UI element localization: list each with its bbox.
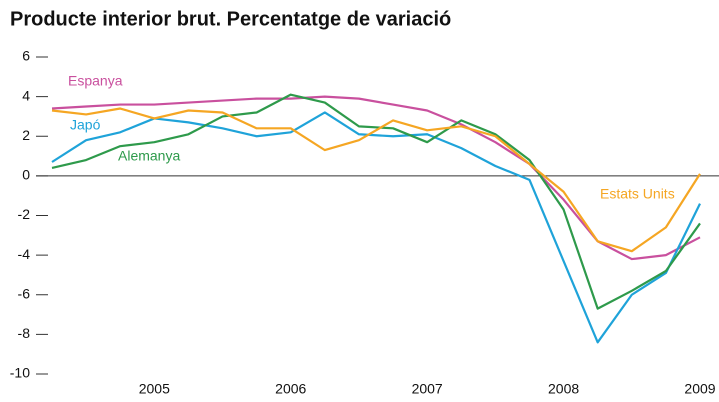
x-tick-label: 2006 bbox=[275, 381, 306, 397]
y-tick-label: 4 bbox=[22, 87, 30, 103]
y-tick-label: -2 bbox=[18, 206, 31, 222]
series-line bbox=[51, 107, 701, 253]
series-label: Espanya bbox=[68, 73, 123, 89]
y-tick-label: 0 bbox=[22, 167, 30, 183]
y-tick-label: -8 bbox=[18, 325, 31, 341]
series-label: Japó bbox=[70, 117, 101, 133]
series-label: Estats Units bbox=[600, 186, 675, 202]
series-line bbox=[51, 111, 701, 344]
y-tick-label: 2 bbox=[22, 127, 30, 143]
series-label: Alemanya bbox=[118, 148, 180, 164]
y-tick-label: -4 bbox=[18, 246, 31, 262]
x-tick-label: 2007 bbox=[412, 381, 443, 397]
x-tick-label: 2005 bbox=[139, 381, 170, 397]
chart-title: Producte interior brut. Percentatge de v… bbox=[10, 8, 451, 30]
series-line bbox=[51, 93, 701, 310]
y-tick-label: -10 bbox=[10, 365, 30, 381]
x-tick-label: 2009 bbox=[684, 381, 715, 397]
y-tick-label: 6 bbox=[22, 48, 30, 64]
x-tick-label: 2008 bbox=[548, 381, 579, 397]
y-tick-label: -6 bbox=[18, 285, 31, 301]
